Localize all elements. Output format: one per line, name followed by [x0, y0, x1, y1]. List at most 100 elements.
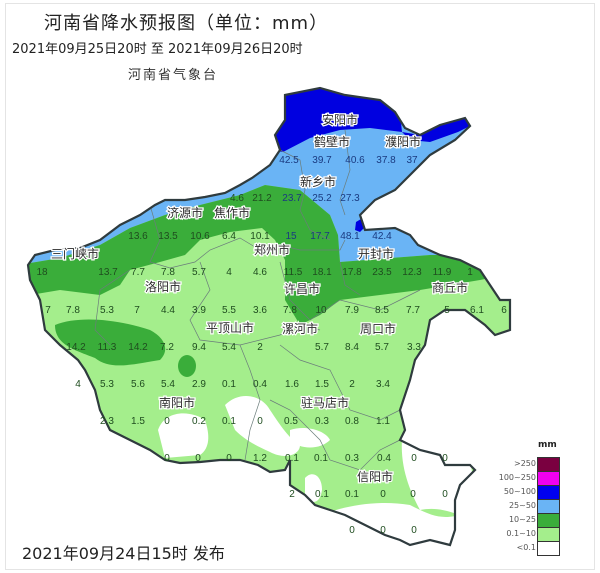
rainfall-value: 1.2 — [253, 453, 267, 464]
city-label: 洛阳市 — [145, 279, 181, 294]
rainfall-value: 13.6 — [128, 231, 148, 242]
rainfall-value: 7.9 — [345, 305, 359, 316]
rainfall-value: 18 — [36, 267, 48, 278]
rainfall-value: 11.3 — [98, 342, 117, 353]
rainfall-value: 5.5 — [222, 305, 236, 316]
rainfall-value: 5.7 — [315, 342, 329, 353]
rainfall-value: 6 — [501, 305, 507, 316]
city-label: 济源市 — [167, 205, 203, 220]
legend-item: <0.1 — [480, 541, 560, 556]
rainfall-value: 4.4 — [161, 305, 175, 316]
rainfall-value: 7.2 — [160, 342, 174, 353]
legend-swatch — [537, 499, 560, 514]
rainfall-value: 5.4 — [161, 379, 175, 390]
rainfall-value: 21.2 — [252, 193, 272, 204]
rainfall-value: 10.1 — [250, 231, 270, 242]
rainfall-value: 13.5 — [158, 231, 178, 242]
rainfall-value: 8.5 — [375, 305, 389, 316]
rainfall-value: 7.7 — [131, 267, 145, 278]
rainfall-value: 40.6 — [345, 155, 365, 166]
rainfall-value: 5.4 — [222, 342, 236, 353]
rainfall-value: 0 — [164, 416, 170, 427]
rainfall-value: 5.3 — [100, 379, 114, 390]
city-label: 平顶山市 — [206, 320, 254, 335]
rainfall-value: 4.6 — [230, 193, 244, 204]
rainfall-value: 5.7 — [192, 267, 206, 278]
rainfall-value: 17.7 — [310, 231, 330, 242]
rainfall-value: 3.4 — [376, 379, 390, 390]
rainfall-value: 27.3 — [340, 193, 360, 204]
city-label: 郑州市 — [254, 242, 290, 257]
rainfall-value: 0.3 — [315, 416, 329, 427]
zone-white — [290, 428, 330, 448]
rainfall-value: 0 — [411, 525, 417, 536]
rainfall-values: 42.5 39.7 40.6 37.8 374.6 21.2 23.7 25.2 27.313.… — [36, 155, 507, 536]
rainfall-value: 14.2 — [128, 342, 148, 353]
rainfall-value: 1.6 — [285, 379, 299, 390]
rainfall-value: 0 — [195, 453, 201, 464]
legend-item: >250 — [480, 457, 560, 472]
rainfall-value: 9.4 — [192, 342, 206, 353]
rainfall-value: 13.7 — [98, 267, 118, 278]
rainfall-value: 0 — [410, 489, 416, 500]
rainfall-value: 0.8 — [345, 416, 359, 427]
issued-time: 2021年09月24日15时 发布 — [22, 544, 225, 563]
rainfall-value: 10 — [315, 305, 327, 316]
legend-item: 10~25 — [480, 513, 560, 528]
rainfall-value: 5.6 — [131, 379, 145, 390]
rainfall-value: 2 — [289, 489, 295, 500]
rainfall-value: 3.9 — [192, 305, 206, 316]
agency-name: 河南省气象台 — [128, 68, 219, 83]
legend-label: 0.1~10 — [506, 529, 536, 538]
rainfall-value: 4 — [75, 379, 81, 390]
rainfall-value: 0 — [164, 453, 170, 464]
rainfall-value: 5.7 — [375, 342, 389, 353]
legend-item: 0.1~10 — [480, 527, 560, 542]
city-label: 焦作市 — [214, 205, 250, 220]
city-label: 新乡市 — [300, 174, 336, 189]
rainfall-value: 2.3 — [100, 416, 114, 427]
legend-item: 100~250 — [480, 471, 560, 486]
rainfall-value: 2 — [349, 379, 355, 390]
rainfall-value: 1 — [467, 267, 473, 278]
rainfall-value: 0.1 — [315, 489, 329, 500]
rainfall-value: 7.7 — [406, 305, 420, 316]
rainfall-value: 39.7 — [312, 155, 332, 166]
rainfall-value: 0.4 — [377, 453, 391, 464]
rainfall-value: 7.8 — [161, 267, 175, 278]
city-label: 三门峡市 — [51, 246, 99, 261]
rainfall-value: 0.1 — [314, 453, 328, 464]
rainfall-value: 0.2 — [192, 416, 206, 427]
rainfall-value: 0.5 — [284, 416, 298, 427]
city-boundaries — [94, 129, 421, 471]
image-frame — [5, 3, 595, 570]
rainfall-value: 18.1 — [312, 267, 332, 278]
rainfall-value: 0 — [442, 453, 448, 464]
rainfall-value: 23.7 — [282, 193, 302, 204]
zone-white — [305, 474, 322, 502]
rainfall-value: 4.6 — [253, 267, 267, 278]
rainfall-value: 0 — [411, 453, 417, 464]
legend-swatch — [537, 471, 560, 486]
rainfall-value: 25.2 — [312, 193, 332, 204]
zone-white — [158, 413, 209, 458]
legend-label: 25~50 — [508, 501, 536, 510]
rainfall-value: 42.5 — [279, 155, 299, 166]
legend-swatch — [537, 513, 560, 528]
rainfall-value: 0.1 — [285, 453, 299, 464]
rainfall-value: 11.5 — [284, 267, 303, 278]
rainfall-value: 17.8 — [342, 267, 362, 278]
city-label: 许昌市 — [284, 281, 320, 296]
legend-label: >250 — [514, 459, 536, 468]
rainfall-value: 11.9 — [433, 267, 452, 278]
rainfall-value: 23.5 — [372, 267, 392, 278]
rainfall-value: 12.3 — [402, 267, 422, 278]
rainfall-value: 6.1 — [470, 305, 484, 316]
rainfall-value: 48.1 — [340, 231, 360, 242]
legend-item: 50~100 — [480, 485, 560, 500]
rainfall-value: 3.3 — [407, 342, 421, 353]
zone-dark-green — [28, 185, 510, 325]
